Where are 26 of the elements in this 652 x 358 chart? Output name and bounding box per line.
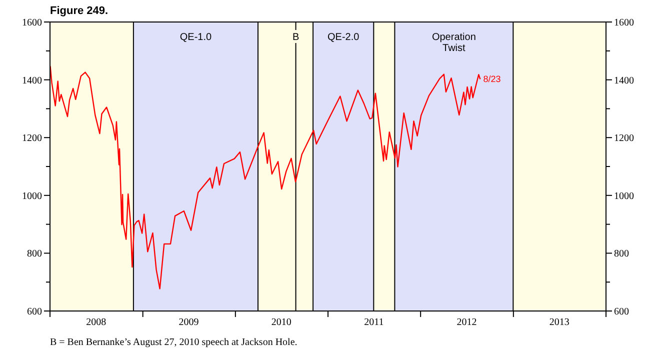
chart-title: Figure 249.: [50, 5, 108, 17]
y-tick-label: 1600: [22, 18, 42, 28]
y2-tick-label: 1400: [614, 75, 634, 86]
x-tick-label: 2009: [178, 317, 199, 328]
band-label: QE-2.0: [328, 32, 360, 43]
y2-tick-label: 1600: [614, 18, 634, 28]
ref-line-label: B: [292, 32, 300, 43]
y-tick-label: 1200: [22, 133, 42, 144]
x-tick-label: 2013: [549, 317, 570, 328]
y-tick-label: 1000: [22, 190, 42, 202]
y-tick-label: 600: [27, 306, 42, 318]
band-label: Operation Twist: [432, 32, 476, 54]
annotation: 8/23: [483, 74, 501, 84]
y-tick-label: 800: [27, 248, 42, 260]
text: B = Ben Bernanke’s August 27, 2010 speech at Jackson Hole.: [50, 337, 298, 348]
y2-tick-label: 1200: [614, 133, 634, 144]
x-tick-label: 2011: [364, 317, 384, 328]
y2-tick-label: 800: [614, 248, 629, 260]
y2-tick-label: 1000: [614, 190, 634, 202]
band-label: QE-1.0: [180, 32, 212, 43]
line-series: [50, 66, 481, 290]
y-tick-label: 1400: [22, 75, 42, 86]
y2-tick-label: 600: [614, 306, 629, 318]
x-tick-label: 2010: [271, 317, 292, 328]
x-tick-label: 2008: [86, 317, 106, 328]
x-tick-label: 2012: [456, 317, 477, 328]
